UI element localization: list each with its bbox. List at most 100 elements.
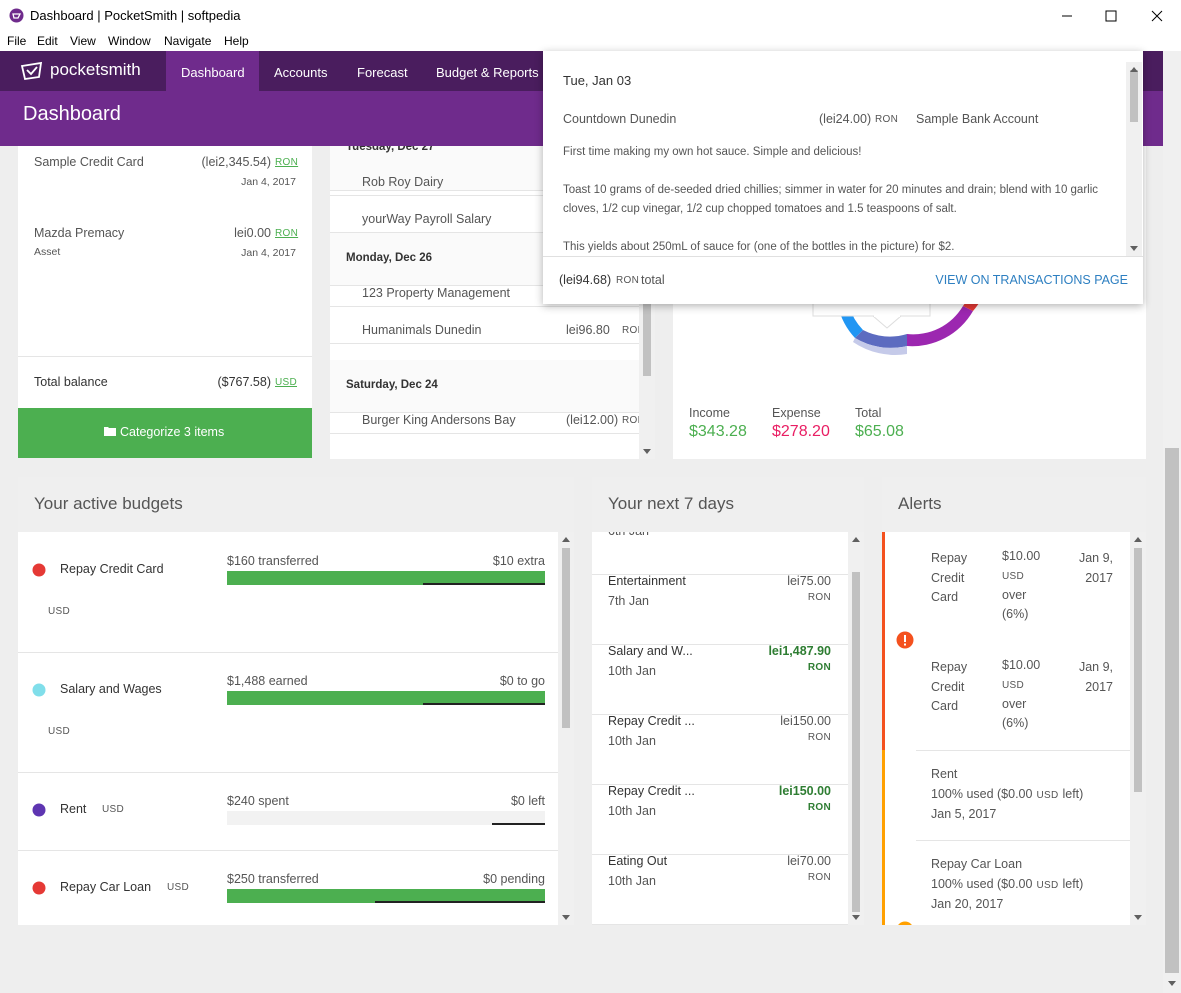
row-divider: [330, 343, 640, 344]
scrollbar[interactable]: [558, 532, 574, 925]
row-divider: [592, 574, 848, 575]
menu-item[interactable]: View: [70, 34, 96, 48]
upcoming-currency: RON: [807, 592, 831, 603]
budget-name[interactable]: Repay Car Loan: [60, 880, 152, 894]
budgets-card: Your active budgets Repay Credit Card USD $…: [18, 477, 574, 925]
upcoming-date: 10th Jan: [608, 664, 656, 678]
card-title: Alerts: [898, 494, 942, 513]
budget-name[interactable]: Rent: [60, 802, 87, 816]
upcoming-name[interactable]: Eating Out: [608, 854, 668, 868]
window-scrollbar[interactable]: [1163, 51, 1181, 993]
budget-currency: USD: [48, 726, 71, 737]
card-header: [18, 477, 574, 532]
nav-tab[interactable]: Dashboard: [181, 65, 245, 80]
row-divider: [18, 652, 558, 653]
account-name[interactable]: Mazda Premacy: [34, 226, 125, 240]
scroll-thumb[interactable]: [1130, 70, 1138, 122]
menu-item[interactable]: Edit: [37, 34, 58, 48]
transaction-name[interactable]: Humanimals Dunedin: [362, 323, 482, 337]
upcoming-name[interactable]: Repay Credit ...: [608, 714, 695, 728]
transaction-name[interactable]: 123 Property Management: [362, 286, 511, 300]
progress-track: [227, 691, 545, 705]
summary-label: Total: [855, 406, 882, 420]
alert-status: over: [1002, 697, 1027, 711]
page-title: Dashboard: [23, 103, 121, 125]
scroll-thumb[interactable]: [643, 266, 651, 376]
alert-name[interactable]: Repay Car Loan: [931, 857, 1023, 871]
upcoming-amount: lei75.00: [787, 574, 831, 588]
scroll-up: [562, 537, 570, 542]
upcoming-amount: lei150.00: [778, 784, 831, 798]
budget-left: $1,488 earned: [227, 674, 308, 688]
account-date: Jan 4, 2017: [241, 247, 296, 259]
scroll-thumb[interactable]: [562, 548, 570, 728]
menu-bar: [0, 30, 1181, 51]
alert-percent: (6%): [1002, 716, 1029, 730]
nav-tab[interactable]: Forecast: [357, 65, 408, 80]
upcoming-currency: RON: [807, 732, 831, 743]
scroll-thumb[interactable]: [852, 572, 860, 912]
alert-icon: [898, 921, 912, 925]
alert-name[interactable]: Rent: [931, 767, 958, 781]
scroll-down: [852, 915, 860, 920]
alert-name[interactable]: Repay Credit Card: [931, 660, 968, 713]
menu-item[interactable]: File: [7, 34, 27, 48]
row-divider: [18, 772, 558, 773]
budget-name[interactable]: Repay Credit Card: [60, 562, 164, 576]
popup-link[interactable]: VIEW ON TRANSACTIONS PAGE: [935, 273, 1128, 287]
budget-right: $10 extra: [492, 554, 545, 568]
menu-item[interactable]: Window: [108, 34, 151, 48]
nav-tab[interactable]: Budget & Reports: [436, 65, 539, 80]
upcoming-name[interactable]: Entertainment: [608, 574, 686, 588]
row-divider: [330, 195, 640, 196]
row-divider: [330, 232, 640, 233]
alert-currency: USD: [1036, 880, 1059, 891]
upcoming-name[interactable]: Salary and W...: [608, 644, 693, 658]
menu-item[interactable]: Help: [224, 34, 249, 48]
alert-icon: [896, 631, 914, 649]
transaction-amount: (lei12.00): [566, 413, 619, 427]
progress-track: [227, 571, 545, 585]
alert-stripe: [882, 532, 885, 750]
scroll-thumb[interactable]: [1134, 548, 1142, 792]
popup-total-label: total: [641, 273, 665, 287]
total-currency: USD: [275, 377, 298, 388]
budget-right: $0 to go: [499, 674, 545, 688]
categorize-button[interactable]: Categorize 3 items: [18, 408, 312, 458]
row-divider: [916, 750, 1130, 751]
budget-dot: [32, 881, 46, 895]
account-currency: RON: [275, 228, 299, 239]
menu-item[interactable]: Navigate: [164, 34, 212, 48]
card-header: [882, 477, 1146, 532]
alert-usage: 100% used ($0.00 USD left): [931, 877, 1083, 891]
transaction-amount: lei96.80: [566, 323, 610, 337]
title-bar: [0, 0, 1181, 30]
alert-name[interactable]: Repay Credit Card: [931, 551, 968, 604]
alert-currency: USD: [1036, 790, 1059, 801]
account-amount: lei0.00: [234, 226, 271, 240]
window-controls: [1062, 10, 1163, 22]
scrollbar[interactable]: [848, 532, 864, 925]
alert-left: left): [1062, 877, 1084, 891]
button-label: Categorize 3 items: [120, 425, 225, 439]
account-amount: (lei2,345.54): [201, 155, 272, 169]
transaction-name[interactable]: Burger King Andersons Bay: [362, 413, 516, 427]
popup-note: Toast 10 grams of de-seeded dried chilli…: [563, 184, 1099, 215]
scroll-thumb[interactable]: [1165, 448, 1179, 973]
upcoming-date: 7th Jan: [608, 594, 650, 608]
total-amount: ($767.58): [217, 375, 271, 389]
budget-name[interactable]: Salary and Wages: [60, 682, 162, 696]
transaction-name[interactable]: yourWay Payroll Salary: [362, 212, 492, 226]
alert-stripe: [882, 750, 885, 925]
upcoming-name[interactable]: Repay Credit ...: [608, 784, 695, 798]
progress-marker: [375, 901, 545, 903]
nav-tab[interactable]: Accounts: [274, 65, 328, 80]
scroll-down: [562, 915, 570, 920]
progress-track: [227, 811, 545, 825]
popup-total-amount: (lei94.68): [559, 273, 612, 287]
transaction-name[interactable]: Rob Roy Dairy: [362, 175, 444, 189]
scrollbar[interactable]: [1130, 532, 1146, 925]
alert-date: Jan 5, 2017: [931, 807, 997, 821]
scrollbar[interactable]: [1126, 62, 1142, 256]
account-name[interactable]: Sample Credit Card: [34, 155, 144, 169]
